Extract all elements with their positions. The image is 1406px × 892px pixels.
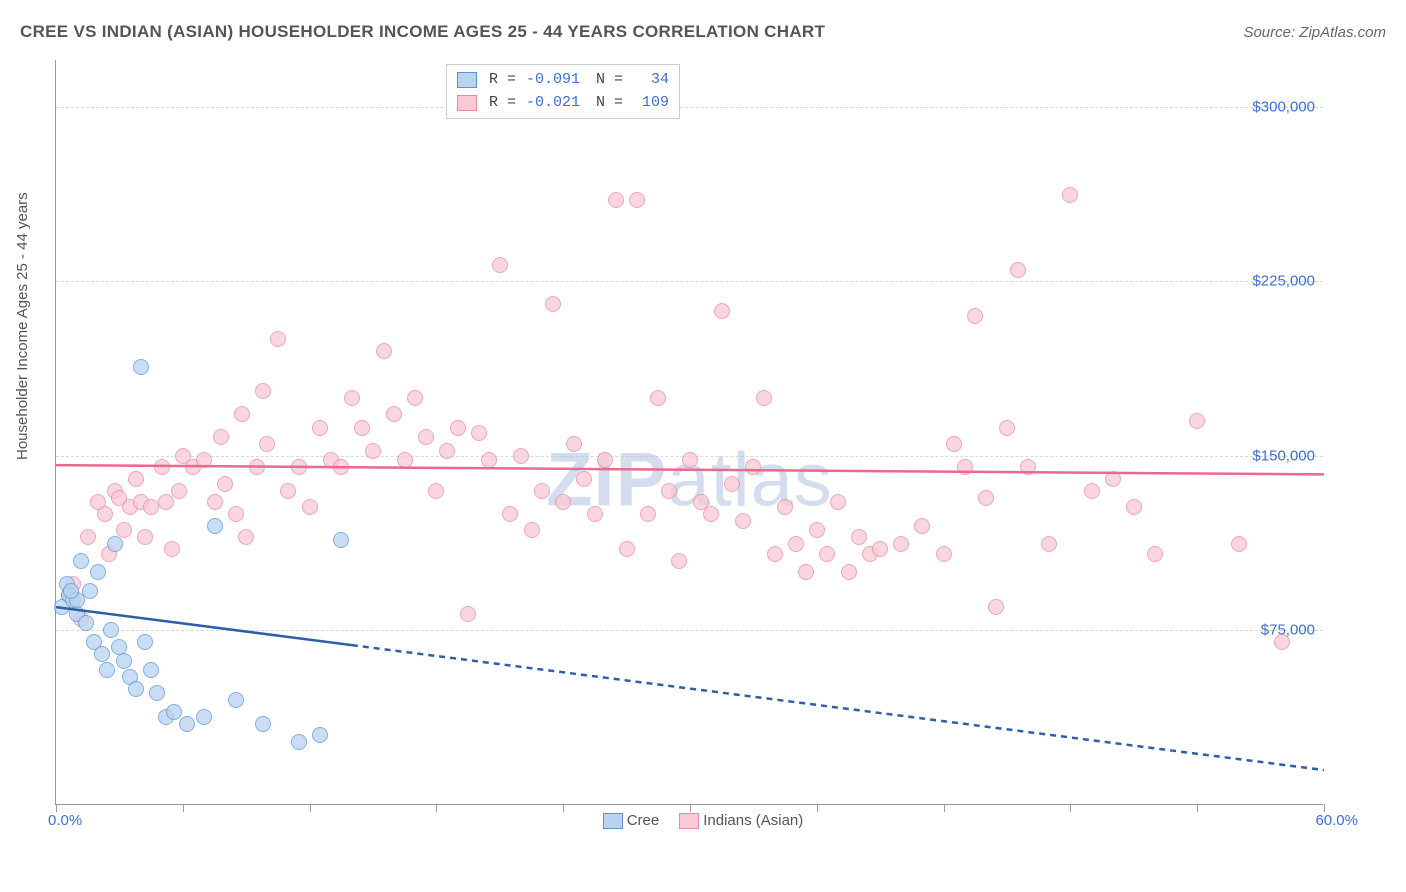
y-tick-label: $150,000 — [1252, 447, 1315, 464]
x-tick — [1197, 804, 1198, 812]
y-axis-label: Householder Income Ages 25 - 44 years — [14, 192, 31, 460]
legend-label: Indians (Asian) — [703, 812, 803, 829]
legend-label: Cree — [627, 812, 660, 829]
x-tick — [563, 804, 564, 812]
scatter-plot: ZIPatlas $75,000$150,000$225,000$300,000… — [55, 60, 1323, 805]
legend-swatch — [603, 813, 623, 829]
legend-swatch — [679, 813, 699, 829]
x-tick — [56, 804, 57, 812]
legend-swatch — [457, 72, 477, 88]
x-tick — [1070, 804, 1071, 812]
y-tick-label: $300,000 — [1252, 98, 1315, 115]
chart-source: Source: ZipAtlas.com — [1243, 24, 1386, 41]
y-tick-label: $75,000 — [1261, 622, 1315, 639]
legend-item: Indians (Asian) — [679, 812, 803, 829]
series-legend: Cree Indians (Asian) — [0, 812, 1406, 833]
trend-line-dashed — [352, 645, 1324, 770]
trend-line — [56, 607, 352, 645]
legend-row: R =-0.091N = 34 — [457, 69, 669, 92]
legend-swatch — [457, 95, 477, 111]
x-tick — [1324, 804, 1325, 812]
trend-line — [56, 465, 1324, 474]
x-tick — [944, 804, 945, 812]
x-tick — [817, 804, 818, 812]
legend-item: Cree — [603, 812, 660, 829]
x-tick — [310, 804, 311, 812]
x-tick — [690, 804, 691, 812]
correlation-legend: R =-0.091N = 34R =-0.021N =109 — [446, 64, 680, 119]
x-tick — [436, 804, 437, 812]
x-tick — [183, 804, 184, 812]
y-tick-label: $225,000 — [1252, 273, 1315, 290]
chart-title: CREE VS INDIAN (ASIAN) HOUSEHOLDER INCOM… — [20, 22, 825, 42]
legend-row: R =-0.021N =109 — [457, 92, 669, 115]
